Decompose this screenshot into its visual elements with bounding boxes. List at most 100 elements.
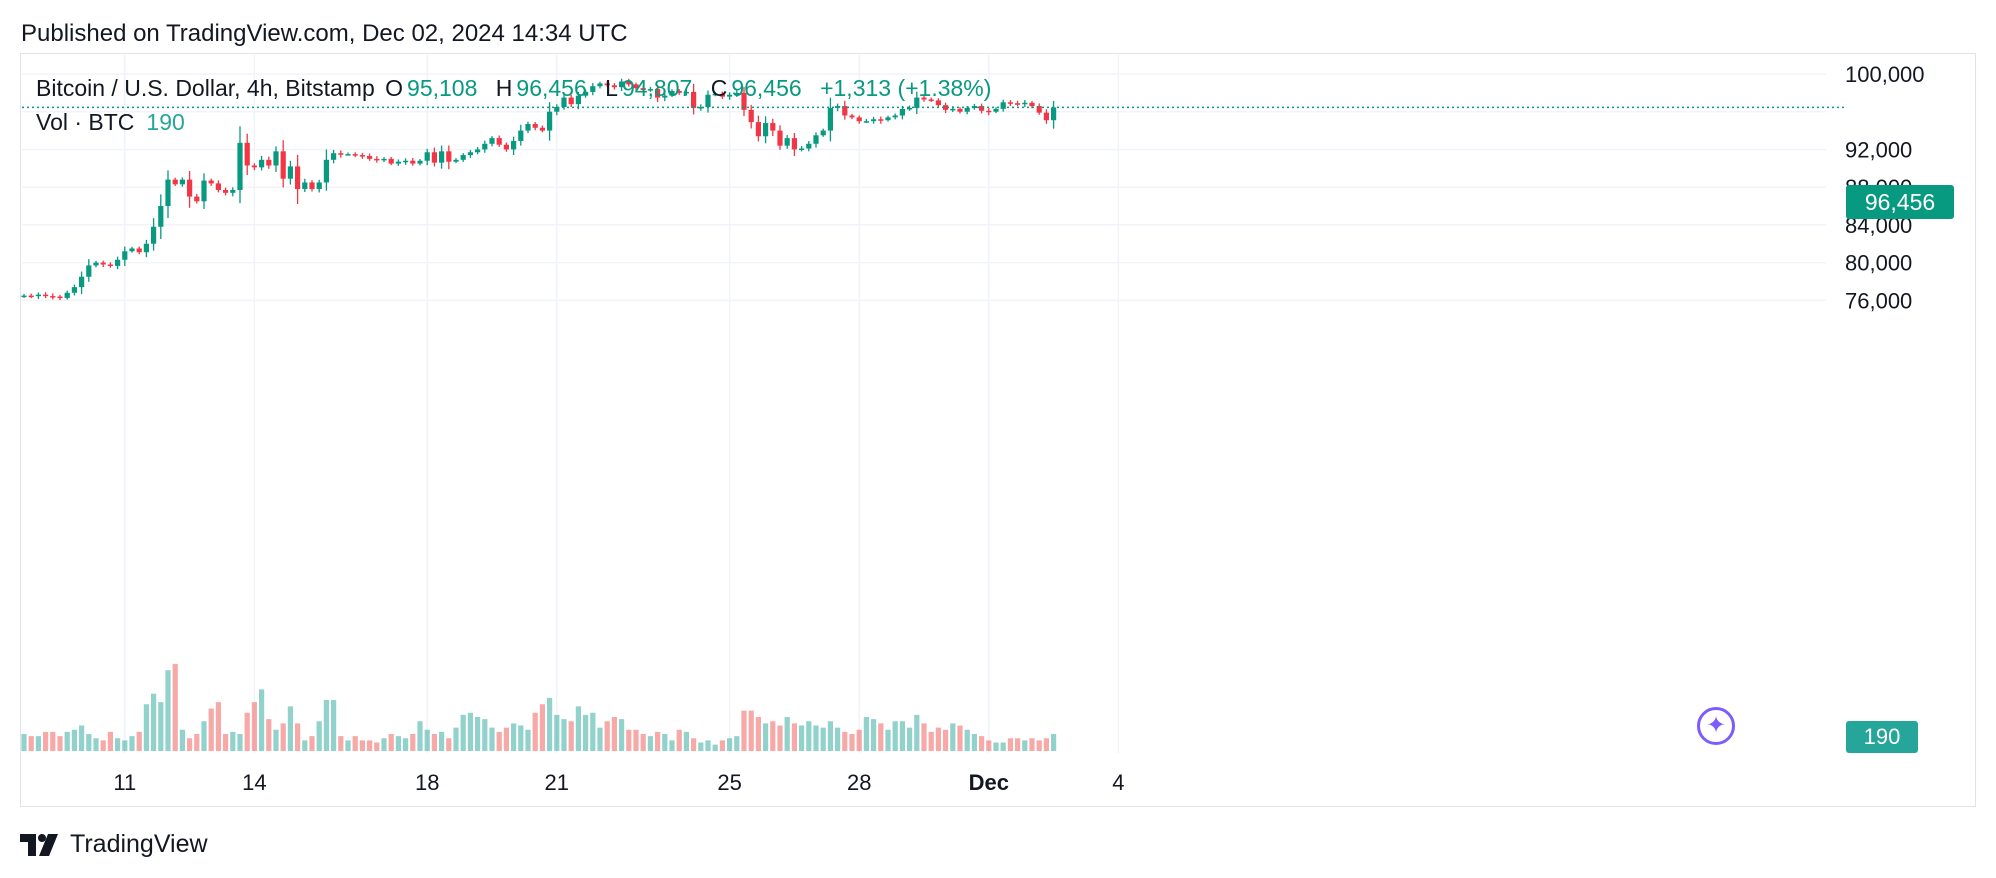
high-value: 96,456: [516, 75, 587, 101]
candle-body: [64, 292, 70, 298]
volume-bar: [446, 738, 452, 751]
volume-bar: [583, 714, 589, 751]
candle-body: [676, 90, 682, 93]
volume-bar: [568, 721, 574, 751]
candle-body: [885, 117, 891, 121]
candle-body: [964, 107, 970, 112]
candle-body: [662, 95, 668, 98]
volume-bar: [1036, 740, 1042, 751]
volume-bar: [705, 740, 711, 751]
candle-body: [280, 151, 286, 179]
volume-bar: [899, 721, 905, 751]
volume-bar: [158, 702, 164, 751]
volume-bar: [539, 704, 545, 751]
low-value: 94,807: [621, 75, 693, 101]
candle-body: [892, 115, 898, 118]
candle-body: [273, 151, 279, 166]
volume-bar: [863, 717, 869, 751]
candle-body: [237, 142, 243, 190]
candle-body: [597, 83, 603, 87]
candle-body: [1000, 102, 1006, 109]
x-tick-label: 18: [415, 770, 439, 795]
candle-body: [338, 153, 344, 155]
volume-bar: [35, 736, 41, 751]
candle-body: [518, 130, 524, 141]
volume-bar: [259, 689, 265, 751]
volume-bar: [849, 734, 855, 751]
volume-bar: [251, 702, 257, 751]
volume-bar: [633, 729, 639, 751]
volume-bar: [323, 700, 329, 751]
candle-body: [863, 121, 869, 123]
candle-body: [1043, 112, 1049, 121]
candle-body: [820, 130, 826, 136]
chart-frame[interactable]: [20, 53, 1976, 807]
volume-bar: [482, 719, 488, 751]
volume-bar: [460, 714, 466, 751]
candle-body: [28, 295, 34, 298]
candle-body: [129, 248, 135, 252]
candle-body: [899, 108, 905, 116]
candle-body: [259, 159, 265, 168]
candle-body: [187, 179, 193, 197]
volume-bar: [1029, 738, 1035, 751]
candle-body: [770, 123, 776, 131]
candle-body: [223, 189, 229, 193]
candle-body: [302, 182, 308, 190]
volume-bar: [273, 729, 279, 751]
volume-bar: [453, 727, 459, 751]
volume-bar: [993, 742, 999, 751]
volume-bar: [842, 731, 848, 751]
candle-body: [244, 142, 250, 166]
candle-body: [107, 264, 113, 266]
volume-bar: [597, 727, 603, 751]
candle-body: [640, 88, 646, 91]
candle-body: [208, 180, 214, 184]
volume-bar: [935, 727, 941, 751]
symbol-title[interactable]: Bitcoin / U.S. Dollar, 4h, Bitstamp: [36, 75, 375, 101]
volume-bar: [820, 727, 826, 751]
volume-bar: [302, 740, 308, 751]
candle-body: [460, 155, 466, 160]
candle-body: [626, 81, 632, 85]
volume-bar: [215, 702, 221, 751]
sparkle-icon[interactable]: ✦: [1697, 707, 1735, 745]
candle-body: [475, 149, 481, 153]
volume-bar: [691, 738, 697, 751]
volume-bar: [892, 721, 898, 751]
candle-body: [230, 189, 236, 193]
candle-body: [777, 130, 783, 146]
candle-body: [201, 180, 207, 202]
volume-bar: [547, 697, 553, 751]
volume-legend: Vol · BTC 190: [36, 109, 185, 136]
published-caption: Published on TradingView.com, Dec 02, 20…: [21, 20, 628, 47]
volume-bar: [784, 717, 790, 751]
candle-body: [21, 295, 27, 298]
volume-bar: [503, 727, 509, 751]
volume-bar: [554, 714, 560, 751]
candle-body: [482, 143, 488, 150]
volume-bar: [316, 721, 322, 751]
volume-label[interactable]: Vol · BTC: [36, 109, 135, 135]
tradingview-logo-icon: [20, 833, 58, 856]
volume-bar: [338, 736, 344, 751]
volume-bar: [712, 744, 718, 751]
candle-body: [1029, 102, 1035, 107]
volume-bar: [755, 717, 761, 751]
volume-bar: [971, 734, 977, 751]
candle-body: [57, 296, 63, 299]
volume-bar: [151, 693, 157, 751]
volume-bar: [1015, 738, 1021, 751]
candle-body: [467, 152, 473, 156]
brand-name: TradingView: [70, 830, 208, 858]
candle-body: [907, 107, 913, 110]
candle-body: [136, 248, 142, 253]
volume-bar: [741, 710, 747, 751]
candle-body: [79, 276, 85, 288]
x-tick-label: 25: [717, 770, 741, 795]
tradingview-brand[interactable]: TradingView: [20, 830, 208, 859]
volume-bar: [331, 700, 337, 751]
close-label: C: [710, 75, 728, 101]
candle-body: [856, 117, 862, 122]
